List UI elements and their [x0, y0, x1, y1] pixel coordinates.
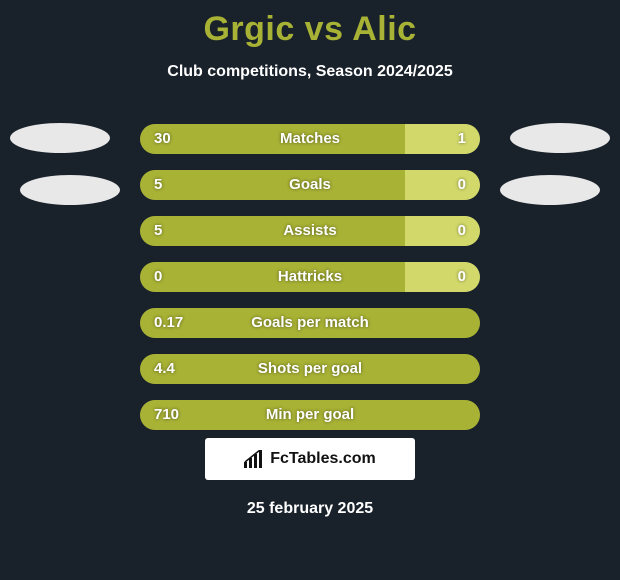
subtitle: Club competitions, Season 2024/2025	[0, 63, 620, 81]
stat-bar-left	[140, 400, 480, 430]
stat-bar-left	[140, 354, 480, 384]
player-left-avatar-2	[20, 175, 120, 205]
attribution-text: FcTables.com	[270, 450, 376, 468]
stat-bar-left	[140, 124, 405, 154]
stat-value-left: 5	[154, 170, 162, 200]
stat-value-right: 1	[458, 124, 466, 154]
stat-value-left: 5	[154, 216, 162, 246]
stat-bar-right	[405, 262, 480, 292]
player-right-avatar-2	[500, 175, 600, 205]
stat-bar-left	[140, 262, 405, 292]
player-left-avatar-1	[10, 123, 110, 153]
stat-bar-right	[405, 124, 480, 154]
page-title: Grgic vs Alic	[0, 0, 620, 49]
stat-row: 0.17Goals per match	[140, 308, 480, 338]
stat-row: 4.4Shots per goal	[140, 354, 480, 384]
stat-value-right: 0	[458, 170, 466, 200]
stat-value-left: 4.4	[154, 354, 175, 384]
stat-value-right: 0	[458, 262, 466, 292]
stat-value-left: 0.17	[154, 308, 183, 338]
stat-bars: 301Matches50Goals50Assists00Hattricks0.1…	[140, 124, 480, 446]
player-right-avatar-1	[510, 123, 610, 153]
stat-value-left: 710	[154, 400, 179, 430]
date-label: 25 february 2025	[0, 500, 620, 518]
stat-bar-left	[140, 308, 480, 338]
stat-value-left: 30	[154, 124, 171, 154]
stat-row: 00Hattricks	[140, 262, 480, 292]
stat-value-left: 0	[154, 262, 162, 292]
stat-row: 50Assists	[140, 216, 480, 246]
attribution-badge[interactable]: FcTables.com	[205, 438, 415, 480]
stat-bar-right	[405, 170, 480, 200]
stat-row: 50Goals	[140, 170, 480, 200]
stat-row: 301Matches	[140, 124, 480, 154]
stat-value-right: 0	[458, 216, 466, 246]
stat-row: 710Min per goal	[140, 400, 480, 430]
chart-icon	[244, 450, 264, 468]
stat-bar-right	[405, 216, 480, 246]
stat-bar-left	[140, 216, 405, 246]
stat-bar-left	[140, 170, 405, 200]
